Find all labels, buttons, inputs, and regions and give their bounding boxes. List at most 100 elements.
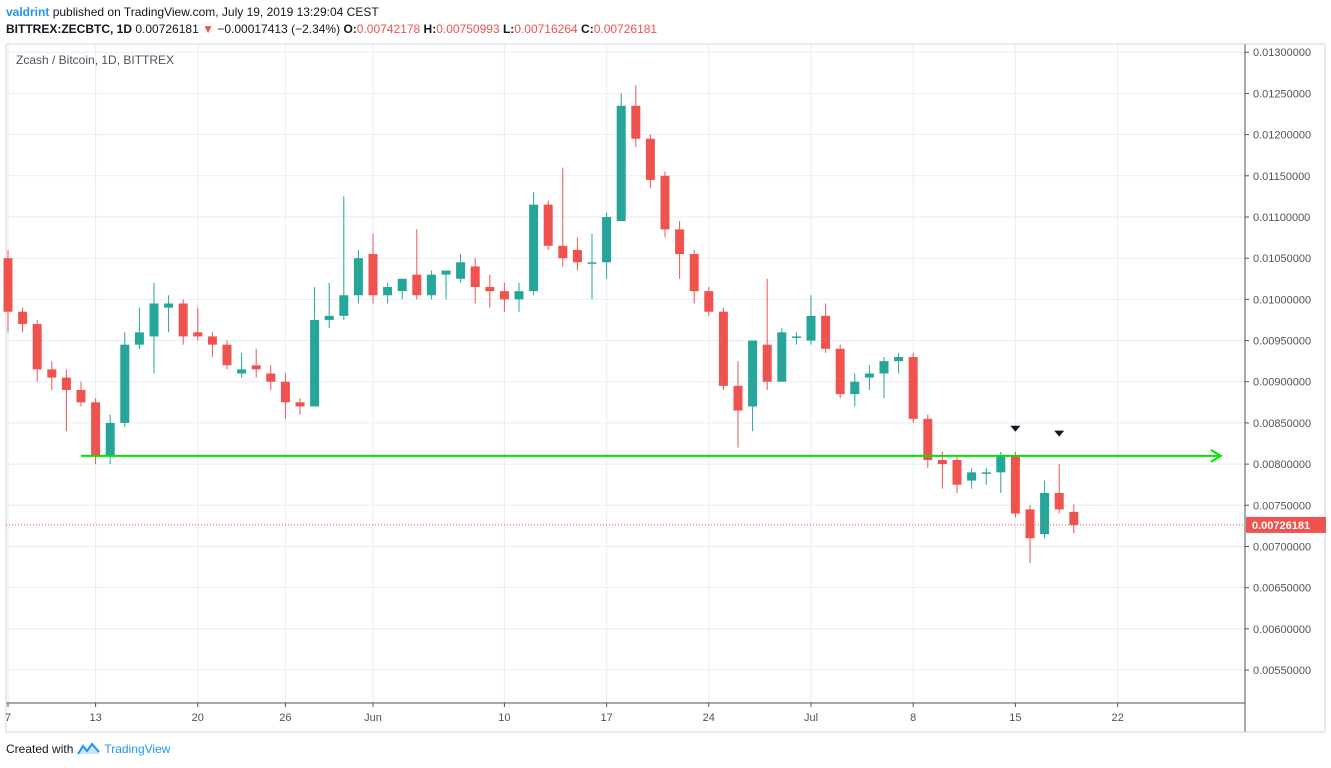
candle-body: [397, 278, 407, 292]
price-axis-labels[interactable]: 0.01300000 0.01250000 0.01200000 0.01150000…: [1245, 47, 1311, 677]
candle: [1025, 505, 1035, 563]
author-name[interactable]: valdrint: [6, 5, 50, 19]
candle: [266, 365, 276, 390]
grid-lines: [6, 44, 1245, 703]
chart-title: Zcash / Bitcoin, 1D, BITTREX: [16, 53, 174, 67]
candle: [412, 229, 422, 300]
candle-body: [295, 402, 305, 407]
x-tick-label: 20: [192, 712, 204, 724]
candle: [675, 221, 685, 279]
y-tick-label: 0.00800000: [1253, 459, 1311, 471]
y-tick-label: 0.01200000: [1253, 130, 1311, 142]
candle-body: [339, 295, 349, 316]
candle-body: [879, 361, 889, 374]
candle-body: [923, 418, 933, 460]
candle-body: [368, 254, 378, 296]
y-tick-label: 0.00950000: [1253, 336, 1311, 348]
candle: [76, 381, 86, 407]
candle-body: [645, 138, 655, 180]
candle: [996, 451, 1006, 493]
candle: [237, 352, 247, 378]
candle: [207, 332, 217, 358]
time-axis-labels[interactable]: 7 13 20 26 Jun 10 17 24 Jul 8 15 22: [5, 703, 1124, 724]
candle: [3, 249, 13, 333]
candle-body: [178, 303, 188, 337]
y-tick-label: 0.00750000: [1253, 500, 1311, 512]
candle-body: [894, 357, 904, 362]
x-tick-label: 8: [910, 712, 916, 724]
price-tag-bg: [1246, 516, 1326, 533]
candle-body: [1054, 492, 1064, 510]
price-tag-label: 0.00726181: [1252, 520, 1310, 532]
candle-body: [3, 258, 13, 312]
candle: [791, 332, 801, 345]
high-label: H:: [423, 22, 437, 36]
candle: [806, 295, 816, 345]
candle: [981, 468, 991, 485]
candle-body: [1010, 455, 1020, 514]
candle-body: [207, 336, 217, 345]
candle: [441, 270, 451, 300]
candle: [894, 352, 904, 374]
candle-body: [777, 332, 787, 382]
candle-body: [266, 373, 276, 382]
candle: [529, 192, 539, 296]
candle: [120, 332, 130, 428]
candle-body: [120, 344, 130, 423]
candle: [32, 319, 42, 382]
candle: [1069, 504, 1079, 534]
candle-body: [791, 336, 801, 338]
x-tick-label: 17: [600, 712, 612, 724]
candle-body: [675, 229, 685, 255]
candle: [456, 254, 466, 283]
support-line[interactable]: [81, 449, 1223, 463]
candle-body: [835, 348, 845, 395]
brand-name[interactable]: TradingView: [104, 742, 171, 756]
x-tick-label: Jul: [804, 712, 818, 724]
candle: [18, 307, 28, 333]
candle-body: [806, 315, 816, 341]
publish-text: published on TradingView.com, July 19, 2…: [52, 5, 379, 19]
candle-body: [76, 389, 86, 403]
candle-body: [61, 377, 71, 390]
candle: [908, 352, 918, 423]
candle: [660, 171, 670, 238]
candle-body: [499, 291, 509, 300]
top-markers: [1010, 425, 1065, 437]
candle: [280, 373, 290, 419]
open-label: O:: [343, 22, 357, 36]
candle: [762, 278, 772, 390]
candle: [426, 270, 436, 300]
candle: [864, 365, 874, 390]
candle-body: [251, 365, 261, 370]
candle: [777, 328, 787, 382]
low-label: L:: [502, 22, 515, 36]
candle: [397, 278, 407, 300]
candle-body: [529, 204, 539, 292]
candle: [295, 398, 305, 415]
candle: [499, 282, 509, 312]
candle-body: [572, 249, 582, 263]
candle: [91, 398, 101, 465]
x-tick-label: 24: [703, 712, 715, 724]
candle-body: [193, 332, 203, 337]
candle: [923, 414, 933, 469]
publish-info: valdrint published on TradingView.com, J…: [6, 5, 379, 19]
candle-body: [733, 385, 743, 411]
created-with-text: Created with: [6, 742, 74, 756]
candle-body: [1025, 509, 1035, 539]
candle: [821, 303, 831, 353]
candle: [193, 307, 203, 341]
x-tick-label: Jun: [364, 712, 382, 724]
candle-body: [134, 332, 144, 345]
candle: [718, 307, 728, 390]
candle: [967, 468, 977, 489]
x-tick-label: 26: [279, 712, 291, 724]
y-tick-label: 0.00650000: [1253, 583, 1311, 595]
candle-body: [952, 459, 962, 485]
candle-body: [47, 369, 57, 378]
candle: [178, 299, 188, 345]
candle-body: [967, 472, 977, 481]
x-tick-label: 22: [1111, 712, 1123, 724]
